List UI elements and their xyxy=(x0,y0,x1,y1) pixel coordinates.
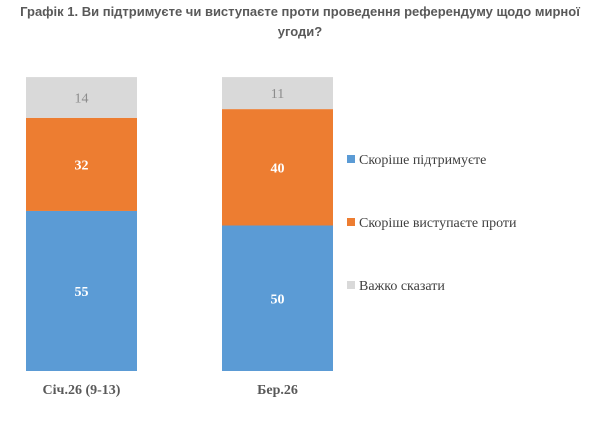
bar-segment xyxy=(222,77,333,110)
bar-segment xyxy=(26,117,137,211)
title-line-2: угоди? xyxy=(277,24,323,39)
data-label: 50 xyxy=(271,292,285,307)
legend-label: Важко сказати xyxy=(359,279,445,294)
legend-swatch xyxy=(347,281,355,289)
chart-title: Графік 1. Ви підтримуєте чи виступаєте п… xyxy=(0,2,600,42)
legend-swatch xyxy=(347,155,355,163)
category-label: Січ.26 (9-13) xyxy=(43,383,121,398)
bar-segment xyxy=(222,109,333,226)
data-label: 32 xyxy=(75,158,89,173)
legend-swatch xyxy=(347,218,355,226)
data-label: 11 xyxy=(271,87,284,102)
data-label: 55 xyxy=(75,285,89,300)
legend-label: Скоріше підтримуєте xyxy=(359,153,486,168)
bar-segment xyxy=(26,210,137,371)
data-label: 14 xyxy=(75,91,89,106)
bar-segment xyxy=(222,225,333,371)
title-line-1: Графік 1. Ви підтримуєте чи виступаєте п… xyxy=(20,4,580,19)
bar-segment xyxy=(26,77,137,118)
category-label: Бер.26 xyxy=(257,383,298,398)
data-label: 40 xyxy=(271,161,285,176)
legend-label: Скоріше виступаєте проти xyxy=(359,216,517,231)
